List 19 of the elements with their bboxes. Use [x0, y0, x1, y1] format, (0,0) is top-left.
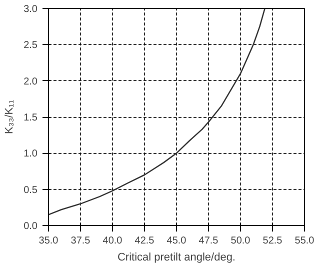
x-tick-label: 40.0 — [102, 236, 123, 246]
y-tick-label: 2.0 — [24, 76, 38, 88]
x-tick-label: 52.5 — [262, 236, 283, 246]
x-tick-label: 50.0 — [230, 236, 251, 246]
x-axis-title: Critical pretilt angle/deg. — [118, 252, 236, 264]
line-series — [48, 8, 266, 216]
y-tick-label: 0.5 — [24, 184, 38, 196]
y-tick-label: 0.0 — [24, 221, 38, 232]
y-tick-label: 3.0 — [24, 4, 38, 15]
x-tick-label: 35.0 — [38, 236, 59, 246]
x-tick-label: 45.0 — [166, 236, 187, 246]
x-tick-label: 47.5 — [198, 236, 219, 246]
y-tick-label: 1.5 — [24, 112, 38, 124]
x-tick-label: 37.5 — [70, 236, 91, 246]
y-tick-label: 2.5 — [24, 40, 38, 52]
y-tick-label: 1.0 — [24, 148, 38, 160]
x-tick-label: 55.0 — [294, 236, 315, 246]
y-axis-title: K₃₃/K₁₁ — [4, 100, 16, 134]
x-tick-label: 42.5 — [134, 236, 155, 246]
